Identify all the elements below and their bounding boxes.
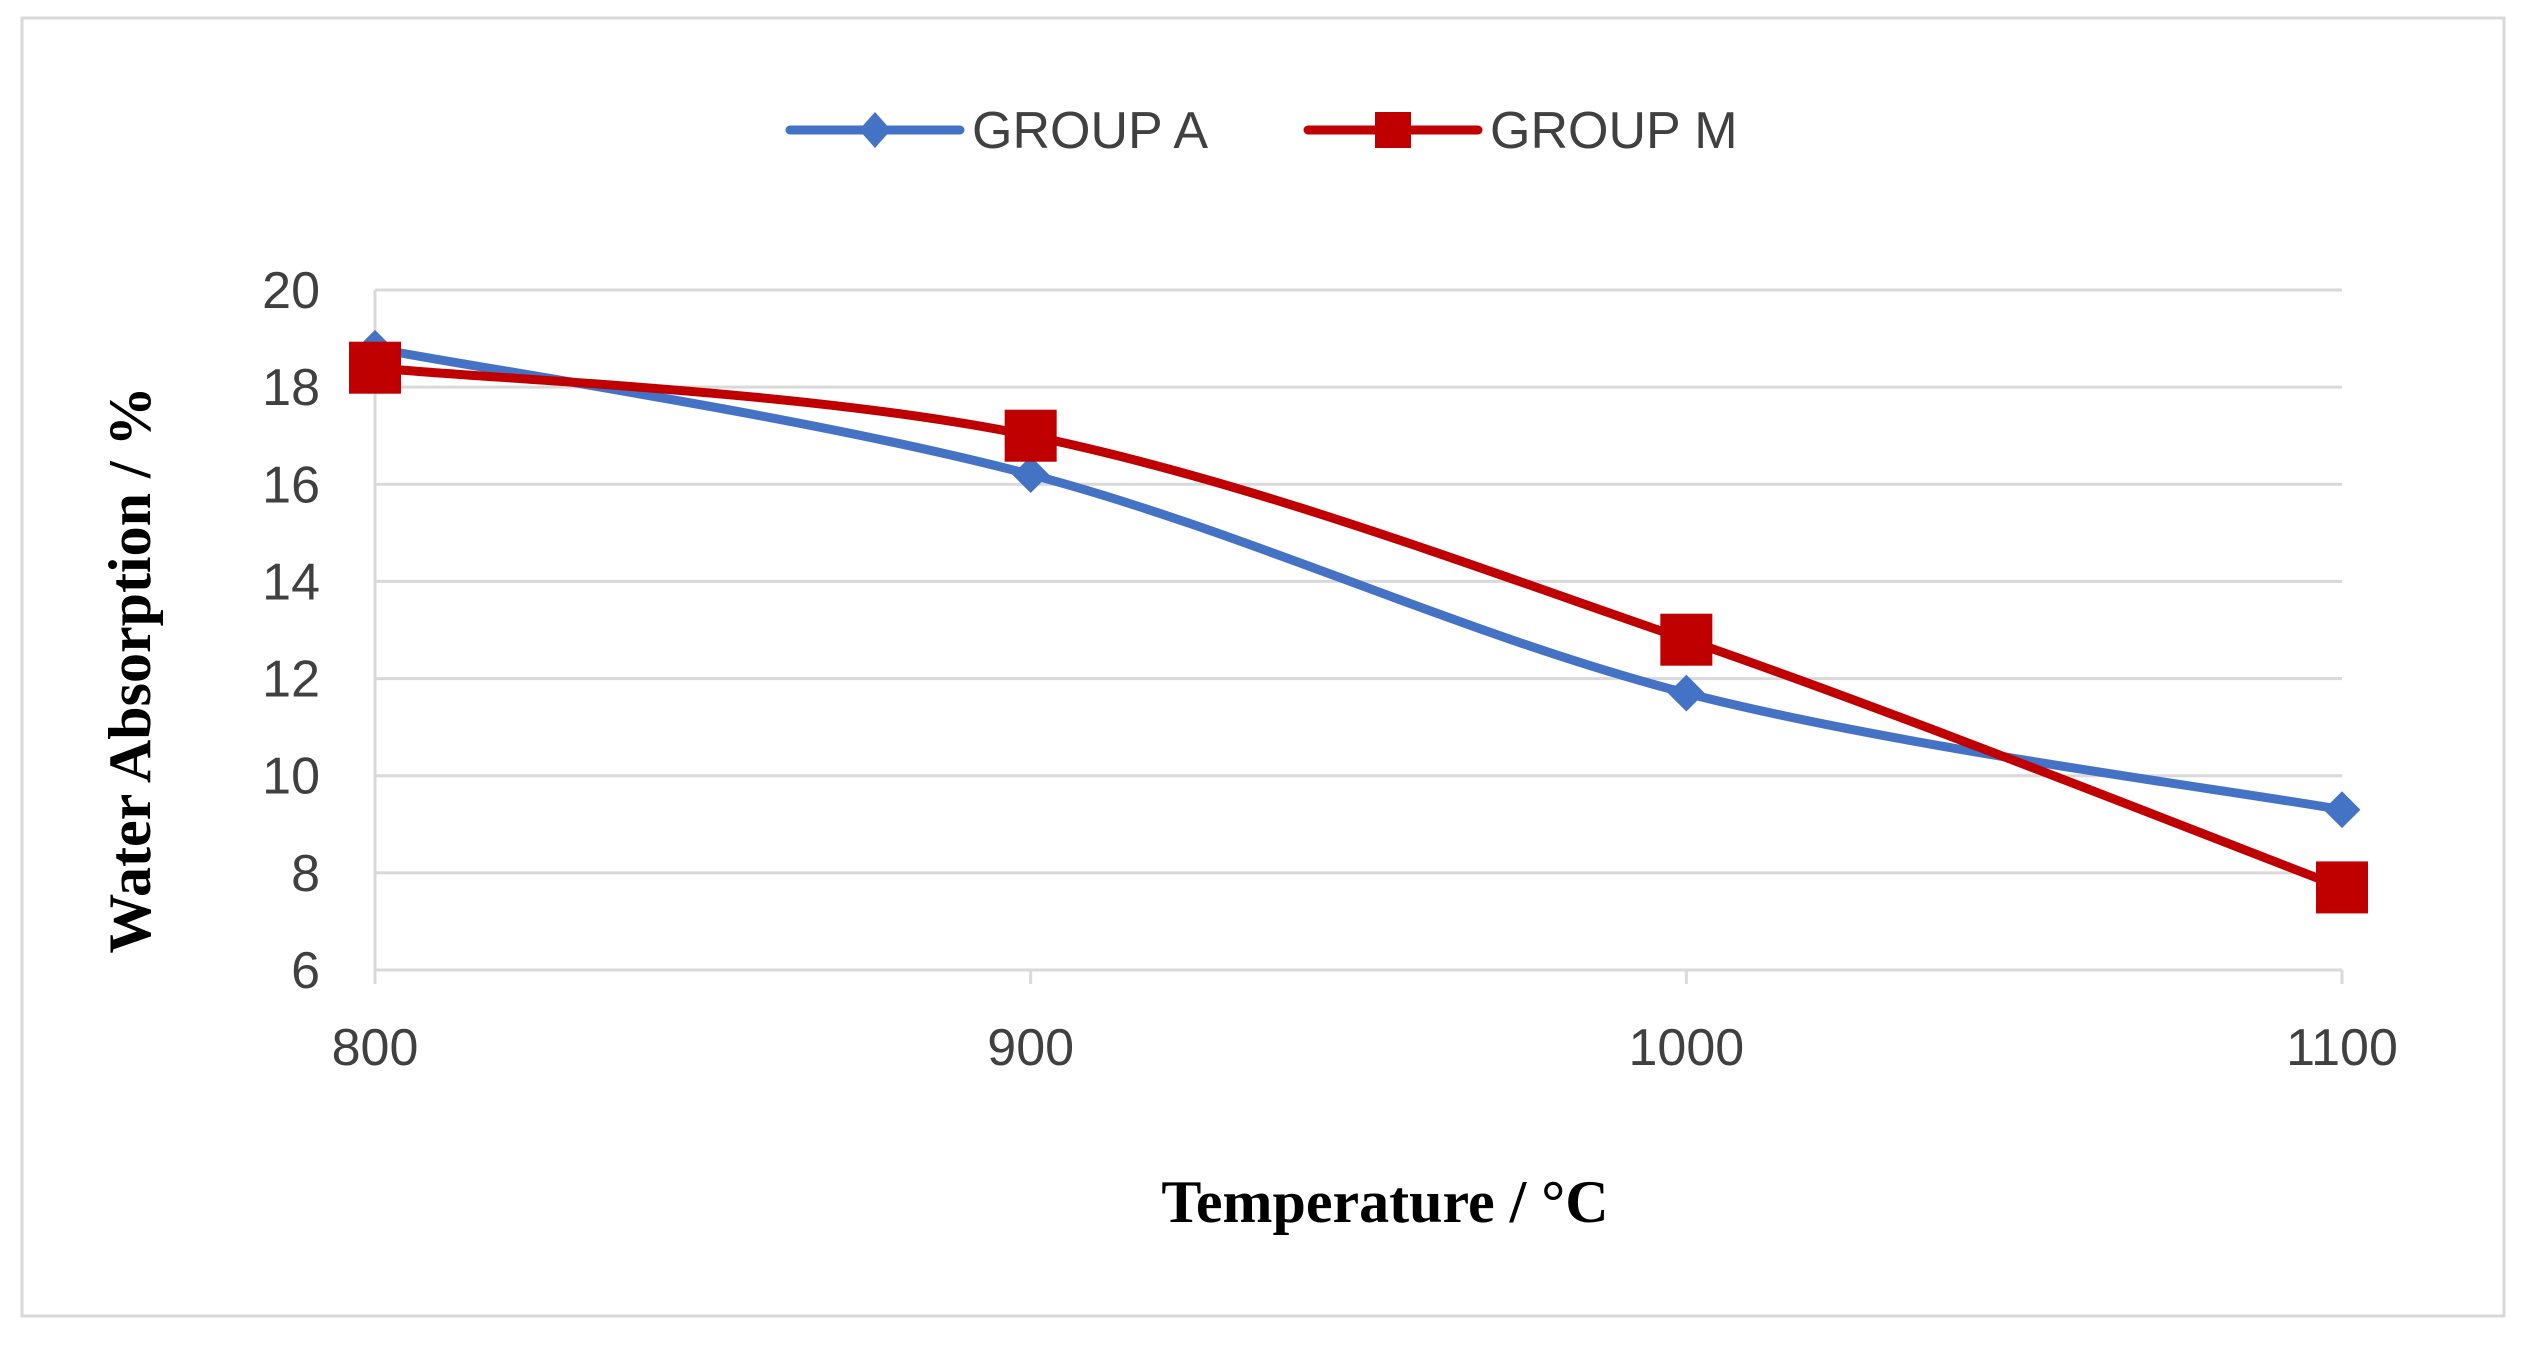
data-point-group-a-1100 bbox=[2323, 791, 2361, 829]
y-tick-label-12: 12 bbox=[262, 651, 320, 709]
x-tick-label-1100: 1100 bbox=[2286, 1019, 2398, 1077]
x-tick-label-1000: 1000 bbox=[1628, 1019, 1744, 1077]
legend-item-group-a: GROUP A bbox=[785, 102, 1208, 160]
data-point-group-m-1100 bbox=[2316, 861, 2368, 914]
gridlines bbox=[375, 288, 2342, 875]
series-line-group-a bbox=[370, 343, 2347, 815]
data-point-group-m-800 bbox=[349, 341, 401, 394]
axes bbox=[373, 290, 2344, 984]
y-tick-label-14: 14 bbox=[262, 553, 320, 611]
chart-border bbox=[20, 16, 2506, 1318]
legend: GROUP A GROUP M bbox=[785, 102, 1738, 160]
data-point-group-a-1000 bbox=[1667, 674, 1705, 712]
legend-marker-group-a bbox=[859, 112, 891, 148]
legend-label-group-a: GROUP A bbox=[972, 102, 1208, 160]
tick-labels: 6 8 10 12 14 16 18 20 800 900 1000 1100 bbox=[262, 262, 2398, 1077]
data-point-group-m-900 bbox=[1004, 409, 1057, 462]
data-point-group-a-900 bbox=[1012, 456, 1050, 493]
x-tick-label-800: 800 bbox=[332, 1019, 419, 1077]
data-point-group-m-1000 bbox=[1660, 613, 1713, 666]
legend-item-group-m: GROUP M bbox=[1303, 102, 1738, 160]
series bbox=[349, 329, 2368, 914]
y-tick-label-16: 16 bbox=[262, 456, 320, 514]
y-tick-label-10: 10 bbox=[262, 748, 320, 806]
series-line-group-m bbox=[370, 363, 2347, 892]
legend-label-group-m: GROUP M bbox=[1490, 102, 1738, 160]
legend-marker-group-m bbox=[1375, 112, 1411, 148]
y-tick-label-20: 20 bbox=[262, 262, 320, 320]
y-axis-title: Water Absorption / % bbox=[97, 386, 163, 953]
y-tick-label-8: 8 bbox=[291, 845, 320, 903]
y-tick-label-6: 6 bbox=[291, 942, 320, 1000]
x-tick-label-900: 900 bbox=[987, 1019, 1074, 1077]
x-axis-title: Temperature / °C bbox=[1161, 1169, 1608, 1235]
y-tick-label-18: 18 bbox=[262, 359, 320, 417]
